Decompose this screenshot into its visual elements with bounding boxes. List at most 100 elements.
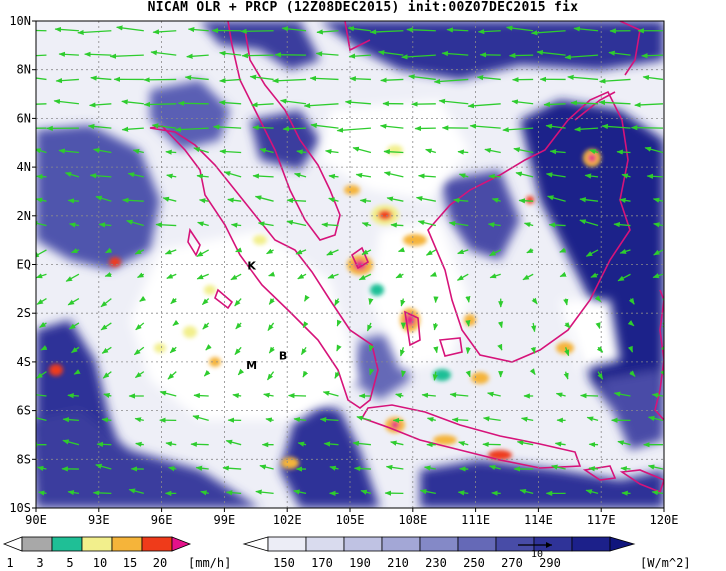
wind-arrow [36, 371, 47, 379]
wind-arrow [222, 465, 242, 471]
wind-arrow [353, 465, 371, 472]
marker-K: K [247, 259, 256, 272]
wind-arrow [619, 248, 631, 254]
wind-arrow [257, 221, 274, 227]
wind-arrow [348, 53, 371, 59]
wind-arrow [58, 148, 79, 154]
wind-arrow [536, 50, 566, 56]
wind-arrow [219, 77, 242, 84]
olr-colorbar-tick: 190 [349, 556, 371, 570]
wind-arrow [135, 441, 144, 447]
wind-arrow [268, 298, 275, 305]
wind-arrow [415, 196, 436, 202]
wind-arrow [36, 148, 47, 154]
wind-arrow [598, 99, 631, 106]
wind-arrow [67, 298, 80, 306]
wind-arrow [96, 441, 112, 447]
wind-arrow [641, 53, 663, 59]
wind-arrow [40, 345, 48, 351]
wind-arrow [293, 172, 307, 178]
olr-colorbar-swatch [571, 536, 611, 552]
wind-arrow [482, 416, 501, 422]
wind-arrow [39, 322, 47, 328]
wind-arrow [315, 51, 339, 57]
wind-arrow [627, 345, 634, 353]
wind-arrow [252, 173, 274, 179]
java-coast [360, 404, 582, 469]
wind-arrow [84, 51, 112, 57]
wind-arrow [595, 322, 601, 330]
wind-arrow [630, 125, 663, 131]
wind-arrow [334, 371, 340, 379]
wind-arrow [136, 272, 145, 279]
wind-arrow [647, 415, 664, 421]
wind-arrow [596, 346, 604, 353]
precip-colorbar-tick: 1 [6, 556, 13, 570]
wind-arrow [613, 391, 631, 397]
wind-arrow [36, 174, 47, 180]
wind-arrow [132, 148, 144, 154]
wind-arrow [237, 368, 245, 376]
map-panel: K M B [36, 21, 664, 508]
mindanao-coast [619, 21, 641, 76]
wind-arrow [651, 392, 664, 398]
wind-arrow [358, 273, 372, 281]
lon-label: 120E [650, 513, 679, 527]
precip-colorbar-tick: 5 [66, 556, 73, 570]
wind-arrow [531, 297, 538, 305]
wind-arrow [62, 417, 79, 423]
lon-label: 102E [273, 513, 302, 527]
axis-labels: 90E 93E 96E 99E 102E 105E 108E 111E 114E 117E 120E… [9, 14, 678, 527]
wind-arrow [36, 415, 47, 421]
wind-arrow [90, 75, 112, 81]
wind-arrow [68, 222, 80, 228]
wind-arrow [200, 490, 209, 496]
wind-arrow [134, 371, 145, 379]
wind-arrow [92, 490, 112, 496]
olr-colorbar-unit: [W/m^2] [640, 556, 691, 570]
wind-arrow [55, 77, 79, 84]
wind-arrow [564, 322, 571, 329]
wind-arrow [68, 322, 80, 330]
wind-reference-label: 10 [531, 549, 543, 560]
wind-arrow [230, 273, 242, 281]
wind-arrow [647, 464, 664, 470]
wind-arrow [62, 439, 80, 446]
wind-arrow [400, 298, 406, 307]
wind-arrow [433, 322, 439, 331]
wind-arrow [196, 173, 209, 179]
wind-arrow [159, 390, 177, 397]
wind-arrow [400, 370, 407, 378]
wind-arrow [567, 74, 599, 81]
wind-arrow [617, 273, 631, 282]
lat-label: 8S [17, 452, 31, 466]
precip-colorbar-swatch [21, 536, 53, 552]
wind-arrow [457, 249, 469, 255]
lon-label: 90E [25, 513, 47, 527]
lat-label: 10S [9, 501, 31, 515]
wind-arrow [151, 123, 177, 129]
wind-arrow [197, 221, 209, 227]
wind-arrow [64, 171, 80, 178]
wind-arrow [225, 439, 242, 446]
wind-arrow [272, 78, 307, 84]
wind-arrow [452, 197, 469, 203]
wind-arrow [518, 198, 534, 204]
wind-arrow [101, 417, 112, 423]
wind-arrow [497, 321, 504, 329]
wind-arrow [254, 195, 274, 202]
wind-arrow [300, 346, 307, 356]
wind-arrow [322, 390, 339, 397]
wind-arrow [390, 222, 404, 228]
bali-coast [582, 465, 617, 481]
wind-arrow [37, 490, 47, 496]
wind-arrow [456, 273, 469, 281]
wind-arrow [487, 391, 501, 397]
wind-arrow [205, 344, 212, 351]
wind-arrow [105, 247, 113, 254]
wind-arrow [574, 126, 599, 132]
wind-arrow [282, 126, 307, 132]
wind-arrow [103, 392, 112, 399]
wind-arrow [121, 99, 144, 105]
wind-arrow [457, 490, 469, 496]
